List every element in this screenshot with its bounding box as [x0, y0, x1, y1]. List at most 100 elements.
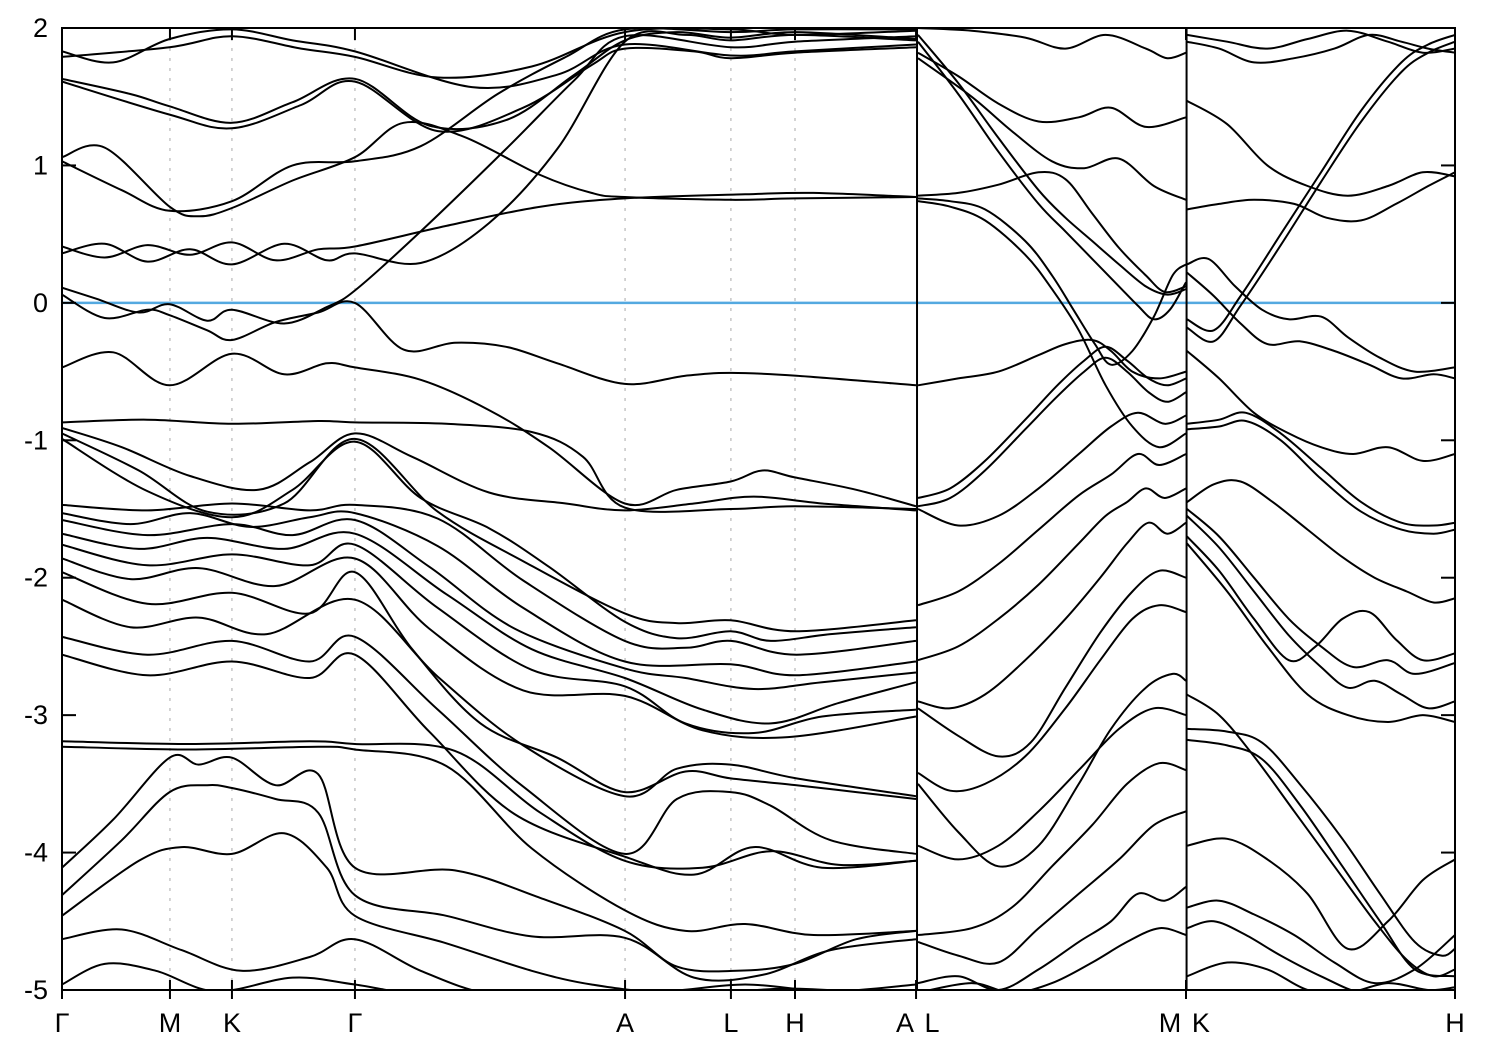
band-curve — [917, 345, 1187, 499]
band-curve — [1186, 350, 1455, 462]
band-curve — [1186, 271, 1455, 380]
k-point-label: M — [159, 1008, 182, 1038]
k-point-label: H — [785, 1008, 805, 1038]
band-curve — [62, 570, 917, 800]
plot-border — [61, 27, 1456, 991]
band-curve — [917, 569, 1187, 758]
band-curve — [917, 200, 1187, 449]
band-curve — [62, 753, 917, 973]
band-curve — [62, 426, 917, 512]
band-curve — [1186, 693, 1455, 978]
k-point-label: Γ — [55, 1008, 70, 1038]
band-curve — [1186, 29, 1455, 54]
band-curve — [917, 197, 1187, 366]
band-curve — [62, 438, 917, 642]
band-curve — [1186, 40, 1455, 343]
band-curve — [62, 293, 917, 387]
band-curve — [62, 28, 917, 89]
band-curve — [1186, 542, 1455, 724]
band-curve — [62, 745, 917, 937]
band-curve — [917, 452, 1187, 607]
band-curve — [1186, 899, 1455, 985]
band-curve — [62, 634, 917, 855]
panel-separators — [916, 28, 1188, 990]
band-curve — [917, 604, 1187, 793]
band-curve — [917, 171, 1187, 294]
k-point-label: Γ — [348, 1008, 363, 1038]
band-curve — [62, 351, 917, 508]
band-curve — [1186, 419, 1455, 535]
band-curve — [917, 521, 1187, 710]
band-curve — [62, 30, 917, 266]
band-curve — [62, 832, 917, 990]
band-curve — [1186, 738, 1455, 978]
band-curve — [62, 28, 917, 213]
band-curve — [62, 46, 917, 133]
band-curve — [62, 510, 917, 677]
band-curve — [62, 432, 917, 633]
y-tick-label: -2 — [24, 563, 48, 593]
band-curve — [917, 886, 1187, 990]
band-curve — [62, 556, 917, 739]
k-point-label: A — [616, 1008, 634, 1038]
band-curve — [1186, 33, 1455, 333]
band-curve — [917, 810, 1187, 965]
y-tick-label: 2 — [33, 13, 48, 43]
band-curve — [1186, 33, 1455, 64]
band-curve — [62, 502, 917, 656]
band-curve — [917, 706, 1187, 861]
k-point-label: K — [1192, 1008, 1210, 1038]
band-curve — [1186, 837, 1455, 951]
y-tick-labels: 2 1 0 -1 -2 -3 -4 -5 — [24, 13, 48, 1005]
band-curve — [1186, 257, 1455, 373]
band-curve — [917, 28, 1187, 60]
band-curve — [62, 531, 917, 725]
band-curve — [917, 411, 1187, 527]
k-point-label: M — [1159, 1008, 1182, 1038]
band-curve — [925, 927, 1187, 990]
band-curve — [62, 518, 917, 691]
band-curve — [1186, 920, 1428, 990]
band-curve — [917, 51, 1187, 129]
band-curve — [1186, 411, 1455, 527]
band-curve — [62, 34, 917, 325]
y-tick-label: -3 — [24, 700, 48, 730]
band-curve — [62, 31, 917, 131]
k-point-label: H — [1445, 1008, 1465, 1038]
band-curve — [62, 597, 917, 798]
k-point-label: L — [723, 1008, 738, 1038]
axis-ticks — [61, 27, 1456, 999]
y-tick-label: -1 — [24, 425, 48, 455]
band-curve — [917, 41, 1187, 321]
band-curve — [62, 962, 845, 990]
band-curve — [1186, 479, 1455, 604]
band-curve — [62, 652, 917, 876]
y-tick-label: -4 — [24, 838, 48, 868]
band-curve — [1186, 535, 1455, 663]
band-curve — [1186, 508, 1455, 675]
band-curve — [62, 784, 917, 982]
band-curve — [917, 34, 1187, 296]
band-curve — [1186, 515, 1455, 710]
band-curve — [62, 418, 917, 513]
band-curve — [917, 672, 1187, 868]
band-lines — [62, 28, 1455, 990]
k-point-label: L — [925, 1008, 940, 1038]
y-tick-label: 0 — [33, 288, 48, 318]
band-curve — [917, 57, 1187, 201]
band-curve — [62, 928, 916, 990]
band-curve — [917, 487, 1187, 662]
band-curve — [1186, 99, 1455, 197]
band-curve — [62, 740, 917, 870]
k-point-label: K — [223, 1008, 241, 1038]
band-curve — [917, 338, 1187, 387]
plot-border-rect — [61, 27, 1456, 991]
k-point-label: A — [896, 1008, 914, 1038]
band-curve — [917, 761, 1187, 937]
band-curve — [1186, 727, 1455, 957]
y-tick-label: -5 — [24, 975, 48, 1005]
band-curve — [62, 542, 917, 735]
band-curve — [62, 191, 917, 262]
